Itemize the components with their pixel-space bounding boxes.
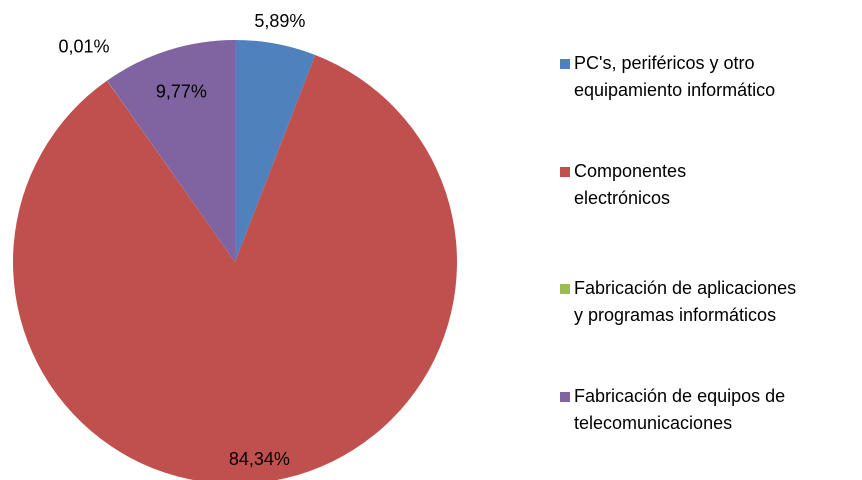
legend-label: PC's, periféricos y otro equipamiento in… [574,53,776,100]
pie-slice [107,80,235,262]
legend-label: Fabricación de equipos de telecomunicaci… [574,386,786,433]
data-label: 5,89% [254,11,305,31]
data-label: 84,34% [229,449,290,469]
legend-swatch [560,284,570,294]
pie-slice [235,40,316,262]
legend-item: PC's, periféricos y otro equipamiento in… [556,50,862,104]
legend-label: Componentes electrónicos [574,161,687,208]
legend-swatch [560,59,570,69]
legend-item: Fabricación de equipos de telecomunicaci… [556,383,862,437]
legend-swatch [560,167,570,177]
data-label: 9,77% [156,81,207,101]
legend-label: Fabricación de aplicaciones y programas … [574,278,797,325]
legend-swatch [560,392,570,402]
legend-item: Fabricación de aplicaciones y programas … [556,275,809,329]
data-label: 0,01% [59,37,110,57]
pie-slice [13,55,457,480]
legend-item: Componentes electrónicos [556,158,744,212]
pie-slice [107,40,235,262]
